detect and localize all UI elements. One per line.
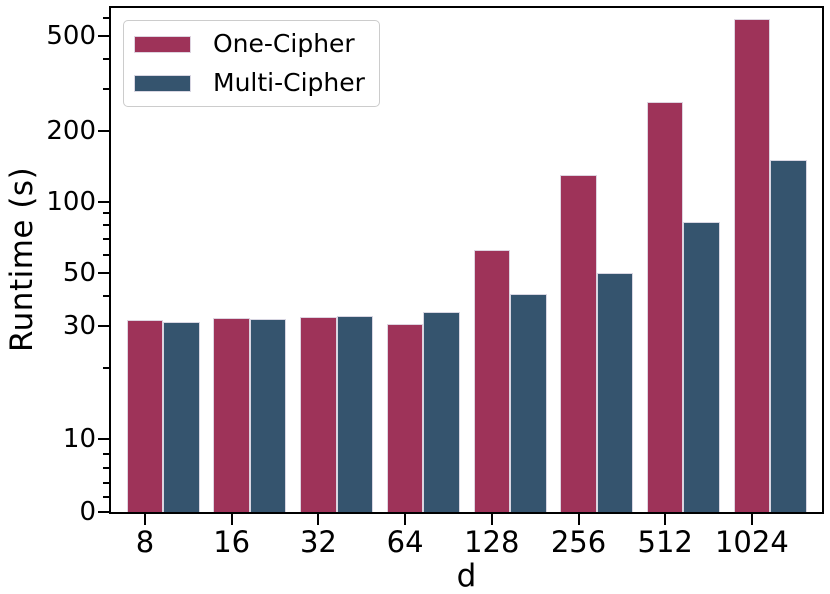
x-major-tick — [404, 514, 407, 525]
y-tick-label: 200 — [46, 115, 96, 146]
bar-one-cipher-256 — [560, 175, 597, 512]
x-axis-label: d — [456, 558, 477, 594]
y-minor-tick — [103, 16, 109, 19]
bar-multi-cipher-8 — [163, 321, 200, 512]
bar-multi-cipher-32 — [336, 315, 374, 512]
y-tick-label: 500 — [46, 21, 96, 52]
x-tick-label: 256 — [550, 525, 607, 559]
y-minor-tick — [103, 452, 109, 455]
plot-area: One-Cipher Multi-Cipher — [98, 6, 824, 514]
x-tick-label: 64 — [386, 525, 424, 559]
bar-one-cipher-1024 — [733, 19, 771, 512]
x-major-tick — [144, 514, 146, 525]
y-major-tick — [98, 511, 109, 513]
x-tick-label: 1024 — [714, 525, 789, 559]
x-major-tick — [490, 514, 493, 525]
bar-one-cipher-32 — [300, 317, 337, 512]
bar-multi-cipher-256 — [596, 273, 634, 512]
y-major-tick — [98, 272, 109, 275]
y-tick-label: 0 — [79, 497, 96, 527]
x-major-tick — [230, 514, 233, 525]
legend-label-one-cipher: One-Cipher — [213, 29, 355, 58]
bar-one-cipher-128 — [473, 249, 511, 512]
legend-item-one-cipher: One-Cipher — [134, 29, 365, 59]
y-minor-tick — [103, 467, 109, 470]
y-major-tick — [98, 201, 109, 203]
y-minor-tick — [103, 295, 109, 298]
legend-swatch-multi-cipher — [134, 74, 191, 92]
bar-multi-cipher-1024 — [770, 160, 807, 512]
legend: One-Cipher Multi-Cipher — [123, 20, 380, 107]
bar-multi-cipher-128 — [510, 293, 547, 512]
x-tick-label: 16 — [213, 525, 251, 559]
y-minor-tick — [103, 58, 109, 61]
y-tick-label: 50 — [62, 258, 96, 289]
y-tick-label: 10 — [62, 424, 96, 454]
y-minor-tick — [103, 223, 109, 226]
y-minor-tick — [103, 237, 109, 240]
x-major-tick — [577, 514, 580, 525]
bar-one-cipher-512 — [646, 101, 684, 512]
bar-one-cipher-64 — [386, 323, 424, 512]
x-major-tick — [664, 514, 667, 525]
y-minor-tick — [103, 481, 109, 484]
y-minor-tick — [103, 366, 109, 369]
x-tick-label: 512 — [637, 525, 693, 559]
bar-one-cipher-8 — [126, 319, 164, 512]
legend-item-multi-cipher: Multi-Cipher — [134, 68, 365, 98]
x-tick-label: 128 — [464, 525, 520, 559]
x-tick-label: 32 — [299, 525, 337, 559]
bar-one-cipher-16 — [213, 318, 250, 512]
bar-multi-cipher-16 — [249, 318, 287, 512]
y-minor-tick — [103, 211, 109, 214]
bar-multi-cipher-64 — [423, 312, 460, 512]
y-tick-label: 30 — [62, 310, 96, 341]
y-tick-label: 100 — [46, 187, 96, 217]
y-major-tick — [98, 129, 109, 132]
y-major-tick — [98, 324, 109, 327]
x-major-tick — [317, 514, 320, 525]
y-major-tick — [98, 35, 109, 38]
y-minor-tick — [103, 87, 109, 90]
x-tick-label: 8 — [135, 525, 155, 559]
y-minor-tick — [103, 253, 109, 256]
y-minor-tick — [103, 496, 109, 499]
x-major-tick — [750, 514, 753, 525]
legend-label-multi-cipher: Multi-Cipher — [213, 68, 365, 97]
bar-multi-cipher-512 — [683, 222, 720, 512]
y-major-tick — [98, 438, 109, 440]
legend-swatch-one-cipher — [134, 35, 191, 53]
